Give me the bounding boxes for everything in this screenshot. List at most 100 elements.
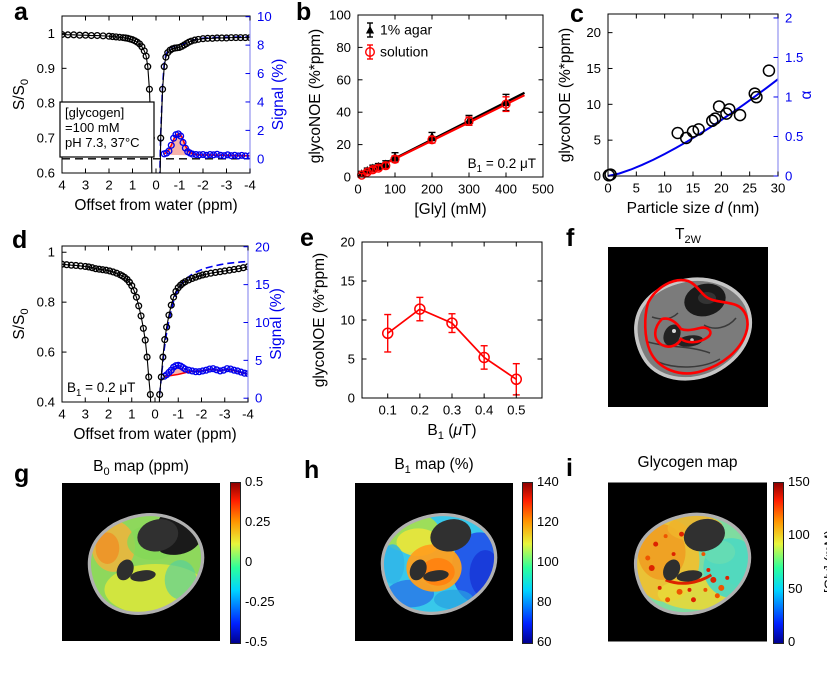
svg-text:[Gly] (mM): [Gly] (mM) [414, 201, 486, 218]
svg-text:60: 60 [336, 72, 351, 87]
svg-text:S/S0: S/S0 [11, 79, 31, 110]
colorbar-tick-label: -0.5 [245, 634, 268, 649]
svg-text:0: 0 [255, 391, 262, 406]
panel-h-colorbar: 140 120 100 80 60 [522, 474, 584, 649]
colorbar-tick-label: 0.5 [245, 474, 264, 489]
svg-text:=100 mM: =100 mM [65, 120, 120, 135]
svg-text:1: 1 [129, 178, 136, 193]
svg-text:pH 7.3, 37°C: pH 7.3, 37°C [65, 135, 140, 150]
panel-i-colorbar-label: [Gly] (mM) [822, 530, 827, 593]
svg-text:3: 3 [82, 178, 89, 193]
svg-text:10: 10 [657, 181, 672, 196]
svg-text:0: 0 [604, 181, 611, 196]
svg-text:glycoNOE (%*ppm): glycoNOE (%*ppm) [307, 29, 324, 163]
svg-text:2: 2 [785, 10, 792, 25]
svg-text:40: 40 [336, 105, 351, 120]
colorbar-gradient [773, 482, 784, 644]
panel-g-title: B0 map (ppm) [93, 458, 189, 479]
svg-text:20: 20 [714, 181, 729, 196]
svg-text:-2: -2 [197, 178, 209, 193]
svg-text:0.1: 0.1 [379, 403, 397, 418]
colorbar-tick-label: 0.25 [245, 514, 271, 529]
svg-text:0: 0 [151, 407, 158, 422]
svg-text:4: 4 [257, 94, 264, 109]
panel-letter-a: a [14, 0, 28, 26]
svg-text:1: 1 [785, 89, 792, 104]
svg-text:0.9: 0.9 [37, 61, 55, 76]
svg-text:0.7: 0.7 [37, 131, 55, 146]
svg-text:α: α [798, 90, 815, 99]
panel-h-b1-map [355, 483, 513, 641]
colorbar-tick-label: 50 [788, 580, 803, 596]
svg-text:B1 (μT): B1 (μT) [427, 422, 476, 442]
svg-text:0.5: 0.5 [507, 403, 525, 418]
svg-text:10: 10 [340, 313, 355, 328]
colorbar-tick-label: 120 [537, 514, 559, 529]
svg-text:0.6: 0.6 [37, 166, 55, 181]
colorbar-tick-label: 80 [537, 594, 552, 609]
svg-text:0.2: 0.2 [411, 403, 429, 418]
svg-text:-4: -4 [244, 178, 256, 193]
panel-e-glyconoe-vs-b1: 0.1 0.2 0.3 0.4 0.5 0 5 10 15 20 B1 (μT) glycoNOE (… [311, 235, 543, 442]
svg-text:15: 15 [255, 277, 270, 292]
svg-text:B1 = 0.2 μT: B1 = 0.2 μT [468, 156, 536, 175]
svg-text:10: 10 [586, 97, 601, 112]
svg-text:-2: -2 [196, 407, 208, 422]
panel-letter-f: f [566, 224, 575, 252]
panel-i-glycogen-map [608, 482, 767, 642]
svg-text:-1: -1 [172, 407, 184, 422]
colorbar-tick-label: 150 [788, 474, 810, 489]
svg-text:-1: -1 [174, 178, 186, 193]
panel-letter-b: b [296, 0, 312, 26]
svg-text:Offset from water (ppm): Offset from water (ppm) [74, 197, 237, 214]
svg-text:1.5: 1.5 [785, 50, 803, 65]
svg-text:0.5: 0.5 [785, 129, 803, 144]
svg-text:S/S0: S/S0 [11, 308, 31, 339]
svg-text:80: 80 [336, 40, 351, 55]
svg-text:0: 0 [594, 169, 601, 184]
svg-text:100: 100 [384, 182, 406, 197]
svg-text:20: 20 [340, 235, 355, 250]
svg-text:Signal (%): Signal (%) [268, 288, 285, 360]
svg-text:0.6: 0.6 [37, 345, 55, 360]
colorbar-gradient [230, 482, 241, 644]
panel-b-glyconoe-vs-concentration: 0 100 200 300 400 500 0 20 40 60 80 100 [Gly] (mM) gl… [307, 8, 554, 219]
panel-letter-c: c [570, 0, 584, 28]
colorbar-tick-label: -0.25 [245, 594, 275, 609]
svg-text:25: 25 [742, 181, 757, 196]
svg-text:5: 5 [594, 133, 601, 148]
colorbar-tick-label: 100 [537, 554, 559, 569]
svg-text:10: 10 [257, 9, 272, 24]
svg-text:300: 300 [458, 182, 480, 197]
panel-g-b0-map [62, 483, 220, 641]
svg-text:20: 20 [336, 137, 351, 152]
svg-text:30: 30 [771, 181, 786, 196]
panel-letter-e: e [300, 224, 314, 252]
panel-letter-d: d [12, 226, 28, 254]
svg-text:0.3: 0.3 [443, 403, 461, 418]
colorbar-tick-label: 0 [788, 634, 796, 649]
svg-text:3: 3 [82, 407, 89, 422]
svg-text:100: 100 [329, 8, 351, 23]
svg-text:20: 20 [586, 25, 601, 40]
svg-text:-4: -4 [242, 407, 254, 422]
svg-text:6: 6 [257, 66, 264, 81]
svg-text:glycoNOE (%*ppm): glycoNOE (%*ppm) [311, 253, 328, 387]
panel-f-t2w-image [608, 247, 768, 407]
panel-letter-h: h [304, 456, 320, 484]
panel-g-colorbar: 0.5 0.25 0 -0.25 -0.5 [230, 474, 292, 649]
svg-text:Offset from water (ppm): Offset from water (ppm) [73, 426, 236, 443]
colorbar-tick-label: 0 [245, 554, 253, 569]
svg-text:15: 15 [586, 61, 601, 76]
svg-text:Signal (%): Signal (%) [270, 59, 287, 131]
svg-text:-3: -3 [221, 178, 233, 193]
svg-text:0: 0 [785, 169, 792, 184]
svg-text:500: 500 [532, 182, 554, 197]
svg-text:[glycogen]: [glycogen] [65, 105, 124, 120]
svg-text:0.4: 0.4 [475, 403, 493, 418]
svg-text:glycoNOE (%*ppm): glycoNOE (%*ppm) [557, 28, 574, 162]
svg-text:5: 5 [633, 181, 640, 196]
